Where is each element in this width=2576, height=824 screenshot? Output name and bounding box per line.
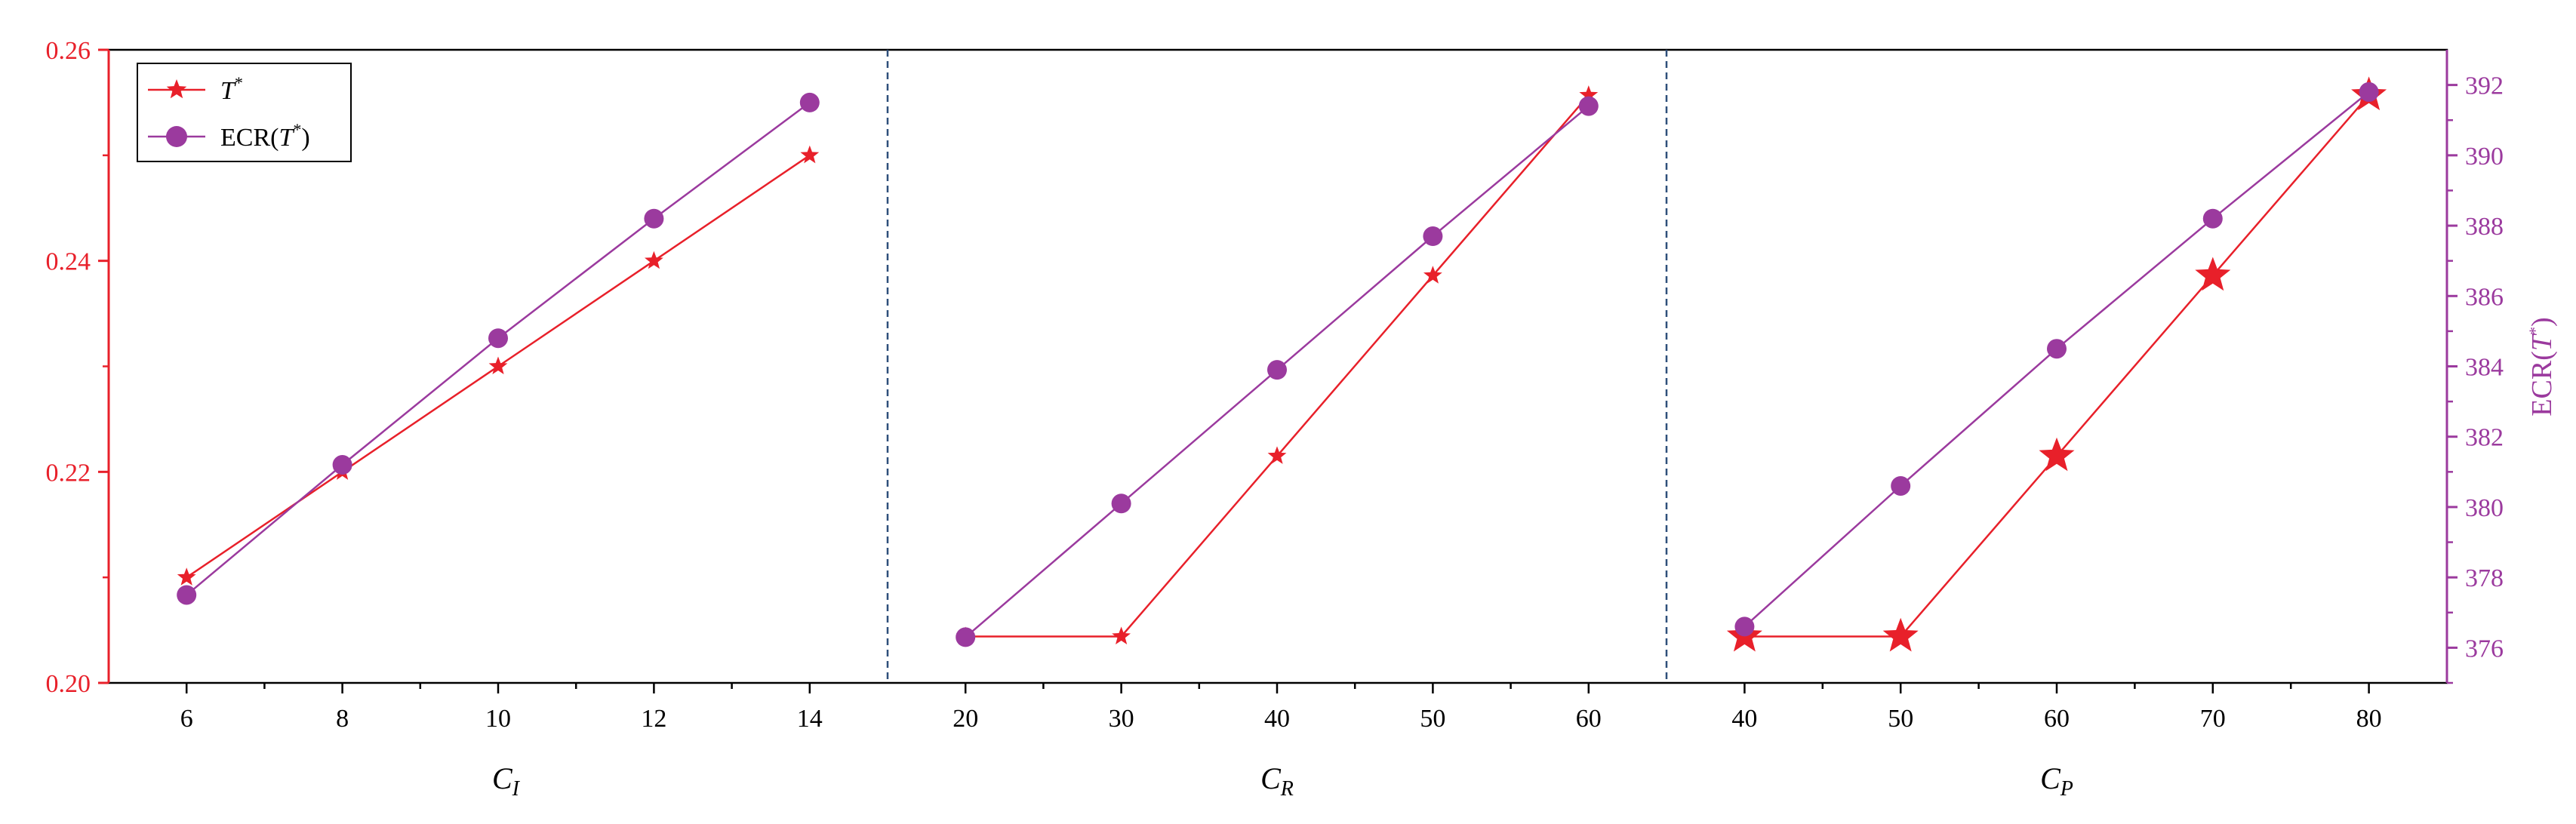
right-axis-tick-label: 390 — [2465, 143, 2504, 171]
right-axis-tick-label: 380 — [2465, 494, 2504, 522]
ecr-series-line — [186, 101, 811, 596]
ecr-series-point — [2047, 339, 2067, 359]
ecr-series-point — [799, 92, 820, 112]
legend: T* ECR(T*) — [137, 63, 352, 162]
t-series-line — [1744, 94, 2370, 638]
right-axis-tick-label: 384 — [2465, 354, 2504, 382]
t-series-point — [800, 145, 820, 164]
x-axis-tick-label: 40 — [1264, 705, 1290, 733]
ecr-series-point — [1578, 96, 1599, 116]
right-axis-tick-label: 392 — [2465, 72, 2504, 100]
t-series-point — [2195, 257, 2231, 291]
x-axis-label: CI — [492, 761, 521, 801]
right-axis-tick-label: 388 — [2465, 213, 2504, 241]
x-axis-tick-label: 50 — [1888, 705, 1913, 733]
left-axis-tick-label: 0.24 — [46, 248, 91, 276]
ecr-series-line — [1743, 91, 2370, 628]
right-axis-tick-label: 386 — [2465, 283, 2504, 311]
ecr-series-point — [177, 585, 197, 605]
left-axis-tick-label: 0.26 — [46, 37, 91, 65]
ecr-series-point — [1734, 616, 1755, 637]
ecr-series-point — [1423, 226, 1443, 247]
ecr-series-point — [2359, 81, 2379, 102]
legend-label: T* — [220, 73, 243, 105]
ecr-series-point — [644, 208, 664, 229]
chart-panel-3: 40 50 60 70 80 — [1726, 76, 2387, 733]
x-axis-tick-label: 12 — [641, 705, 666, 733]
x-axis-tick-label: 70 — [2200, 705, 2226, 733]
ecr-series-point — [1267, 360, 1287, 380]
chart-panel-2: 20 30 40 50 60 — [953, 85, 1602, 733]
x-axis-tick-label: 6 — [180, 705, 193, 733]
x-axis-tick-label: 40 — [1731, 705, 1757, 733]
x-axis-tick-label: 14 — [797, 705, 823, 733]
x-axis-tick-label: 80 — [2356, 705, 2382, 733]
x-axis-tick-label: 30 — [1109, 705, 1134, 733]
t-series-point — [1112, 626, 1131, 644]
ecr-series-point — [488, 328, 508, 349]
x-axis-label: CR — [1260, 761, 1294, 801]
x-axis-tick-label: 60 — [2044, 705, 2070, 733]
t-series-point — [2039, 437, 2075, 472]
x-axis-tick-label: 20 — [953, 705, 978, 733]
legend-label: ECR(T*) — [220, 120, 310, 152]
right-axis-tick-label: 378 — [2465, 564, 2504, 592]
x-axis-tick-label: 50 — [1420, 705, 1445, 733]
ecr-series-point — [2202, 208, 2223, 229]
t-series-point — [488, 356, 508, 374]
x-axis-tick-label: 10 — [485, 705, 511, 733]
ecr-series-point — [1111, 493, 1131, 514]
t-series-point — [1423, 266, 1442, 284]
x-axis-label: CP — [2040, 761, 2073, 801]
t-series-point — [177, 567, 196, 586]
legend-circle-marker — [166, 126, 187, 147]
ecr-series-point — [1891, 475, 1911, 496]
t-series-point — [1579, 85, 1599, 103]
legend-star-marker — [166, 79, 187, 99]
left-axis-tick-label: 0.20 — [46, 670, 91, 698]
x-axis-tick-label: 8 — [336, 705, 349, 733]
right-axis-label: ECR(T*) — [2525, 317, 2558, 416]
t-series-point — [645, 251, 663, 269]
right-axis-tick-label: 382 — [2465, 424, 2504, 452]
ecr-series-point — [956, 627, 976, 647]
right-axis-tick-label: 376 — [2465, 635, 2504, 663]
t-series-point — [1267, 446, 1287, 464]
ecr-series-point — [332, 455, 352, 475]
t-series-point — [1882, 617, 1919, 652]
x-axis-tick-label: 60 — [1576, 705, 1602, 733]
chart-panel-1: 6 8 10 12 14 — [177, 92, 823, 733]
left-axis-tick-label: 0.22 — [46, 459, 91, 487]
